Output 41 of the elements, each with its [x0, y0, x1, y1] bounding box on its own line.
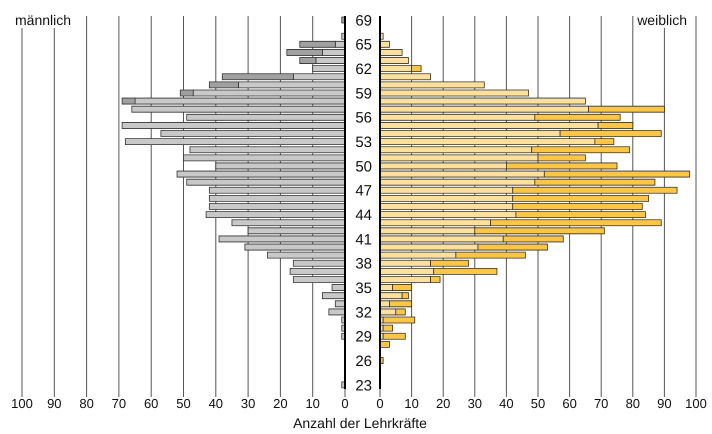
x-tick-label: 80: [626, 396, 640, 412]
y-tick-label: 29: [355, 328, 372, 346]
x-tick-label: 40: [499, 396, 514, 412]
y-tick-label: 50: [355, 158, 372, 176]
y-tick-label: 23: [355, 377, 372, 394]
x-tick-label: 10: [305, 396, 320, 412]
x-tick-label: 90: [657, 396, 672, 412]
x-axis-title: Anzahl der Lehrkräfte: [292, 415, 428, 431]
x-tick-label: 40: [208, 396, 224, 412]
x-tick-label: 80: [79, 396, 94, 412]
x-tick-label: 10: [404, 396, 419, 412]
y-tick-label: 69: [355, 12, 372, 30]
x-tick-label: 100: [11, 396, 33, 412]
x-tick-label: 0: [376, 396, 384, 412]
y-tick-label: 47: [355, 182, 372, 200]
x-tick-label: 90: [47, 396, 62, 412]
y-tick-label: 41: [355, 231, 372, 248]
x-tick-label: 60: [144, 396, 158, 412]
chart-title: weiblich: [634, 12, 690, 28]
x-tick-label: 70: [594, 396, 608, 412]
y-tick-label: 35: [355, 280, 372, 297]
x-tick-label: 20: [273, 396, 288, 412]
x-tick-label: 30: [240, 396, 256, 412]
x-tick-label: 20: [436, 396, 450, 412]
y-tick-label: 44: [355, 206, 372, 224]
y-tick-label: 26: [355, 352, 372, 370]
chart-title: männlich: [12, 12, 74, 28]
x-tick-label: 50: [176, 396, 191, 412]
x-tick-label: 50: [530, 396, 546, 412]
x-tick-label: 0: [341, 396, 349, 412]
x-tick-label: 30: [468, 396, 482, 412]
y-tick-label: 53: [355, 134, 372, 152]
y-tick-label: 65: [355, 36, 372, 54]
y-tick-label: 59: [355, 85, 372, 102]
y-tick-label: 62: [355, 61, 372, 78]
y-tick-label: 56: [355, 110, 372, 127]
x-tick-label: 60: [562, 396, 577, 412]
x-tick-label: 100: [685, 396, 707, 412]
x-tick-label: 70: [112, 396, 126, 412]
y-tick-label: 32: [355, 304, 372, 322]
y-tick-label: 38: [355, 256, 372, 273]
